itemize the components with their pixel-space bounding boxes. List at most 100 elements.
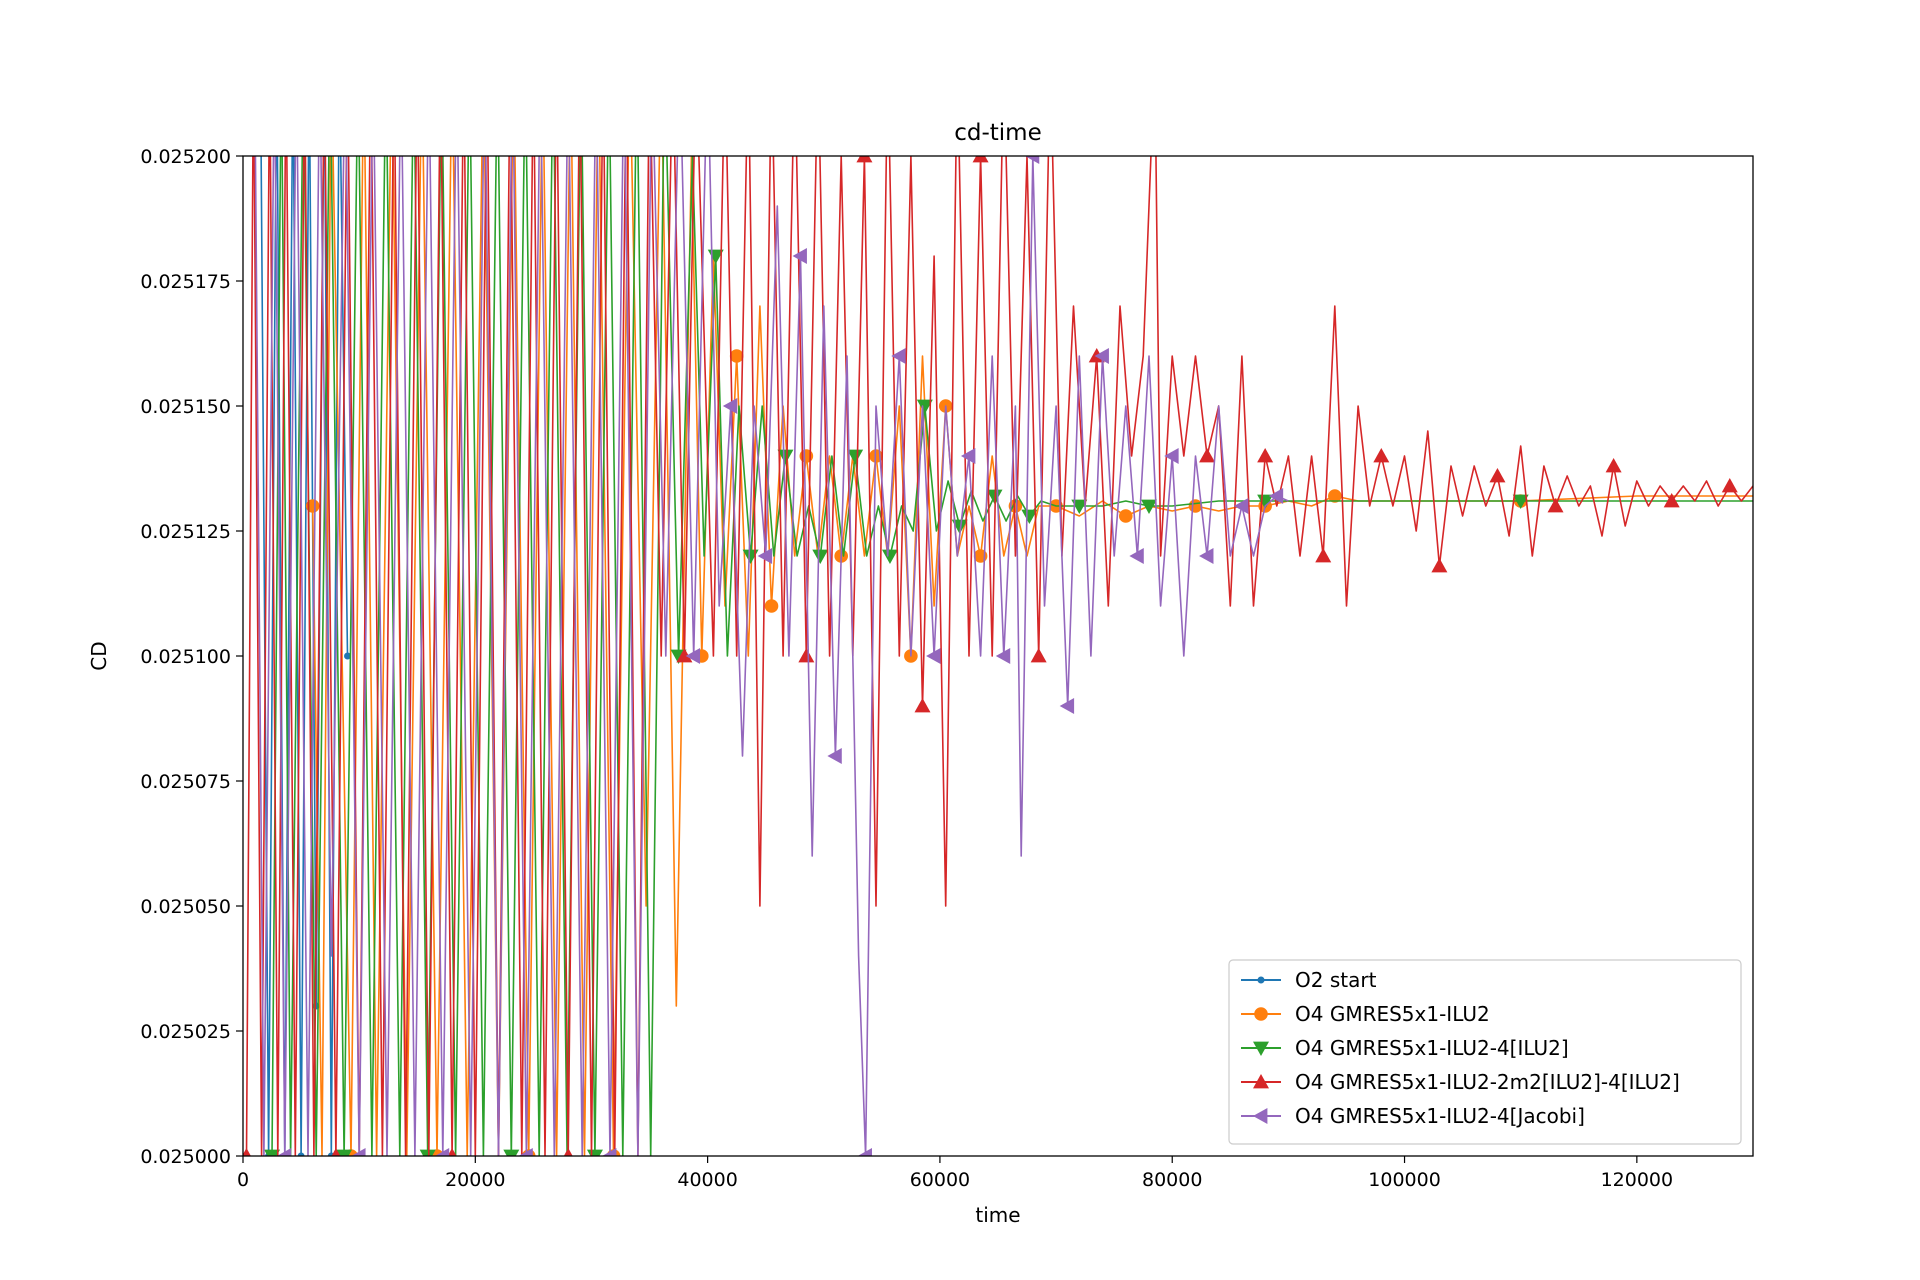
data-point <box>1118 509 1133 523</box>
legend: O2 start O4 GMRES5x1-ILU2 O4 GMRES5x1-ILU2… <box>1228 959 1742 1145</box>
data-point <box>881 549 898 564</box>
legend-label: O2 start <box>1295 968 1377 992</box>
data-point <box>857 1148 872 1156</box>
x-tick-label: 80000 <box>1142 1169 1202 1191</box>
data-point <box>1164 448 1179 464</box>
data-point <box>777 449 794 464</box>
x-tick-label: 60000 <box>910 1169 970 1191</box>
data-point <box>1663 493 1680 508</box>
x-tick-label: 0 <box>237 1169 249 1191</box>
data-point <box>1373 448 1390 463</box>
legend-marker <box>1254 1007 1268 1021</box>
data-point <box>798 648 815 663</box>
data-point <box>602 1148 617 1156</box>
legend-label: O4 GMRES5x1-ILU2-2m2[ILU2]-4[ILU2] <box>1295 1070 1680 1094</box>
data-point <box>1489 468 1506 483</box>
data-point <box>1547 498 1564 513</box>
legend-marker <box>1253 1074 1269 1089</box>
data-point <box>951 519 968 534</box>
data-point <box>1268 488 1284 504</box>
data-point <box>336 1149 353 1156</box>
legend-item: O2 start <box>1241 968 1377 992</box>
series-line <box>254 156 1289 1156</box>
y-tick-label: 0.025075 <box>140 771 231 793</box>
data-point <box>1328 489 1342 503</box>
y-tick-label: 0.025025 <box>140 1021 231 1043</box>
data-point <box>827 748 842 764</box>
legend-item: O4 GMRES5x1-ILU2 <box>1241 1002 1490 1026</box>
data-point <box>1030 648 1047 663</box>
data-point <box>1199 448 1216 463</box>
data-point <box>1721 478 1738 493</box>
legend-item: O4 GMRES5x1-ILU2-4[Jacobi] <box>1241 1104 1585 1128</box>
x-tick-label: 20000 <box>445 1169 505 1191</box>
x-tick-label: 120000 <box>1601 1169 1674 1191</box>
data-point <box>1094 348 1109 364</box>
y-axis-label: CD <box>87 641 111 670</box>
data-point <box>926 648 941 664</box>
data-point <box>1059 698 1075 714</box>
data-point <box>764 599 779 613</box>
data-point <box>351 1148 366 1156</box>
data-point <box>1315 548 1332 563</box>
legend-marker <box>1253 1108 1268 1124</box>
legend-label: O4 GMRES5x1-ILU2-4[ILU2] <box>1295 1036 1569 1060</box>
data-point <box>995 648 1011 664</box>
data-point <box>729 349 744 363</box>
data-point <box>914 698 931 713</box>
data-point <box>676 648 693 663</box>
data-point <box>1605 458 1622 473</box>
legend-item: O4 GMRES5x1-ILU2-2m2[ILU2]-4[ILU2] <box>1241 1070 1680 1094</box>
y-tick-label: 0.025175 <box>140 271 231 293</box>
data-point <box>1021 509 1038 524</box>
legend-marker <box>1257 976 1265 984</box>
data-point <box>344 652 352 660</box>
series-5 <box>254 156 1289 1156</box>
data-point <box>916 399 933 414</box>
data-point <box>757 548 773 564</box>
x-tick-label: 100000 <box>1368 1169 1441 1191</box>
data-point <box>792 248 807 264</box>
y-tick-label: 0.025000 <box>140 1146 231 1168</box>
data-point <box>1129 548 1144 564</box>
data-point <box>563 1148 573 1156</box>
y-tick-label: 0.025050 <box>140 896 231 918</box>
data-point <box>685 648 701 664</box>
data-point <box>1257 448 1274 463</box>
data-point <box>891 348 906 364</box>
series-layer <box>243 156 1753 1156</box>
data-point <box>960 448 976 464</box>
data-point <box>1233 498 1249 514</box>
series-4 <box>243 156 1753 1156</box>
data-point <box>856 156 873 163</box>
data-point <box>847 449 864 464</box>
legend-item: O4 GMRES5x1-ILU2-4[ILU2] <box>1241 1036 1569 1060</box>
y-tick-label: 0.025200 <box>140 146 231 168</box>
legend-label: O4 GMRES5x1-ILU2 <box>1295 1002 1490 1026</box>
x-tick-label: 40000 <box>677 1169 737 1191</box>
data-point <box>264 1149 281 1156</box>
data-point <box>1071 499 1088 514</box>
data-point <box>972 156 989 163</box>
data-point <box>1141 499 1157 514</box>
data-point <box>722 398 738 414</box>
y-tick-label: 0.025100 <box>140 646 231 668</box>
data-point <box>1512 494 1529 509</box>
data-point <box>434 1148 450 1156</box>
data-point <box>243 1148 251 1156</box>
data-point <box>276 1148 292 1156</box>
legend-box <box>1228 959 1742 1145</box>
data-point <box>1199 548 1214 564</box>
legend-label: O4 GMRES5x1-ILU2-4[Jacobi] <box>1295 1104 1585 1128</box>
data-point <box>447 1148 457 1156</box>
x-axis-label: time <box>975 1203 1020 1227</box>
x-axis: 0 20000 40000 60000 80000 100000 120000 <box>237 1156 1673 1191</box>
data-point <box>1024 156 1040 164</box>
y-axis: 0.025000 0.025025 0.025050 0.025075 0.025100… <box>140 146 243 1168</box>
data-point <box>503 1149 520 1156</box>
data-point <box>331 1148 341 1156</box>
y-tick-label: 0.025150 <box>140 396 231 418</box>
data-point <box>1431 558 1448 573</box>
data-point <box>297 1152 305 1156</box>
